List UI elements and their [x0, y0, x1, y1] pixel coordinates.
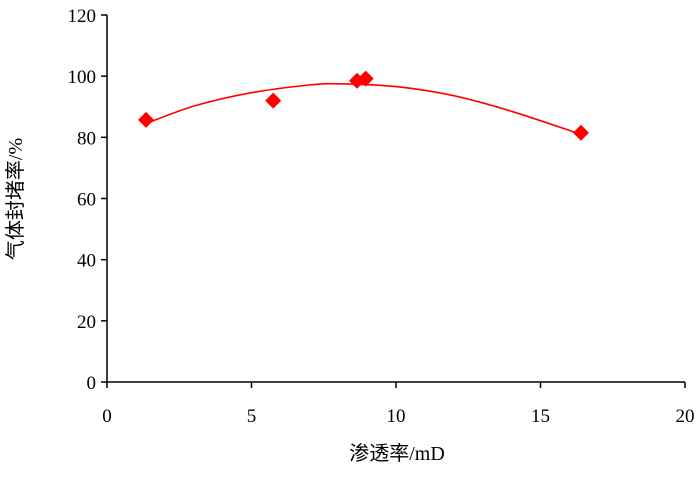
data-point	[265, 92, 282, 109]
y-tick-label: 40	[77, 251, 96, 272]
y-tick-label: 120	[68, 6, 97, 27]
y-tick-label: 80	[77, 128, 96, 149]
y-tick-label: 20	[77, 312, 96, 333]
x-tick-label: 20	[676, 406, 695, 427]
trendline	[145, 82, 582, 136]
x-axis-title: 渗透率/mD	[349, 442, 445, 465]
x-tick-label: 0	[102, 406, 112, 427]
data-point	[357, 70, 374, 87]
data-point	[138, 111, 155, 128]
y-tick-label: 0	[87, 373, 97, 394]
y-tick-label: 60	[77, 190, 96, 211]
axes	[106, 15, 685, 383]
x-tick-label: 10	[387, 406, 406, 427]
data-point	[572, 124, 589, 141]
ticks: 0 20 40 60 80 100 120 0 5 10 15 20	[68, 6, 695, 427]
data-points	[138, 70, 589, 141]
y-axis-title: 气体封堵率/%	[4, 138, 27, 260]
x-tick-label: 5	[247, 406, 257, 427]
trendline-group	[145, 82, 582, 136]
y-tick-label: 100	[68, 67, 97, 88]
x-tick-label: 15	[531, 406, 550, 427]
